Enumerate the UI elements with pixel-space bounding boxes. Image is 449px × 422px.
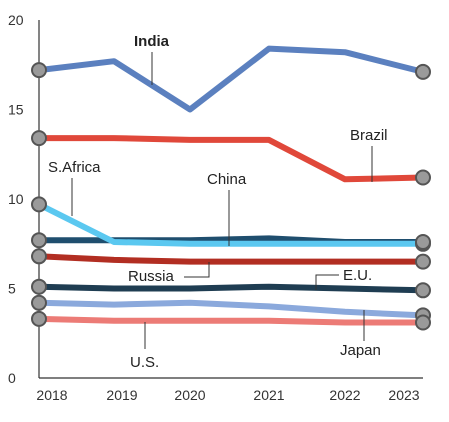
series-line-russia xyxy=(38,253,423,265)
series-label-u-s: U.S. xyxy=(130,354,159,371)
y-tick-label: 5 xyxy=(8,281,16,297)
marker-e-u xyxy=(31,278,47,295)
marker-e-u xyxy=(415,282,431,299)
marker-japan xyxy=(31,294,47,311)
marker-brazil xyxy=(31,130,47,147)
series-label-s-africa: S.Africa xyxy=(48,159,101,176)
marker-u-s xyxy=(415,314,431,331)
marker-brazil xyxy=(415,169,431,186)
series-label-china: China xyxy=(207,171,247,188)
series-label-e-u: E.U. xyxy=(343,267,372,284)
marker-s-africa xyxy=(31,196,47,213)
y-tick-label: 10 xyxy=(8,191,24,207)
x-tick-label: 2020 xyxy=(174,387,205,403)
x-tick-label: 2023 xyxy=(388,387,419,403)
y-tick-label: 20 xyxy=(8,12,24,28)
series-label-india: India xyxy=(134,33,170,50)
x-tick-label: 2022 xyxy=(329,387,360,403)
marker-u-s xyxy=(31,310,47,327)
series-line-japan xyxy=(38,299,424,319)
marker-china xyxy=(31,232,47,249)
series-label-russia: Russia xyxy=(128,268,175,285)
tick-labels: 0 5 10 15 20 2018 2019 2020 2021 2022 2023 xyxy=(8,12,420,403)
series-labels: India Brazil S.Africa China Russia E.U. Japan U… xyxy=(48,33,388,371)
series-label-japan: Japan xyxy=(340,342,381,359)
x-tick-label: 2019 xyxy=(106,387,137,403)
marker-india xyxy=(415,63,431,80)
series-line-u-s xyxy=(38,315,423,326)
x-tick-label: 2018 xyxy=(36,387,67,403)
leader-e-u xyxy=(315,274,339,290)
y-tick-label: 0 xyxy=(8,370,16,386)
series-line-india xyxy=(38,45,424,113)
leader-russia xyxy=(184,262,210,278)
marker-china xyxy=(415,234,431,250)
x-tick-label: 2021 xyxy=(253,387,284,403)
marker-india xyxy=(31,62,47,79)
marker-russia xyxy=(31,248,47,265)
series-label-brazil: Brazil xyxy=(350,127,388,144)
series-line-e-u xyxy=(38,283,424,294)
y-tick-label: 15 xyxy=(8,102,24,118)
series-line-brazil xyxy=(39,135,424,183)
marker-russia xyxy=(415,253,431,270)
series-markers xyxy=(31,62,431,331)
